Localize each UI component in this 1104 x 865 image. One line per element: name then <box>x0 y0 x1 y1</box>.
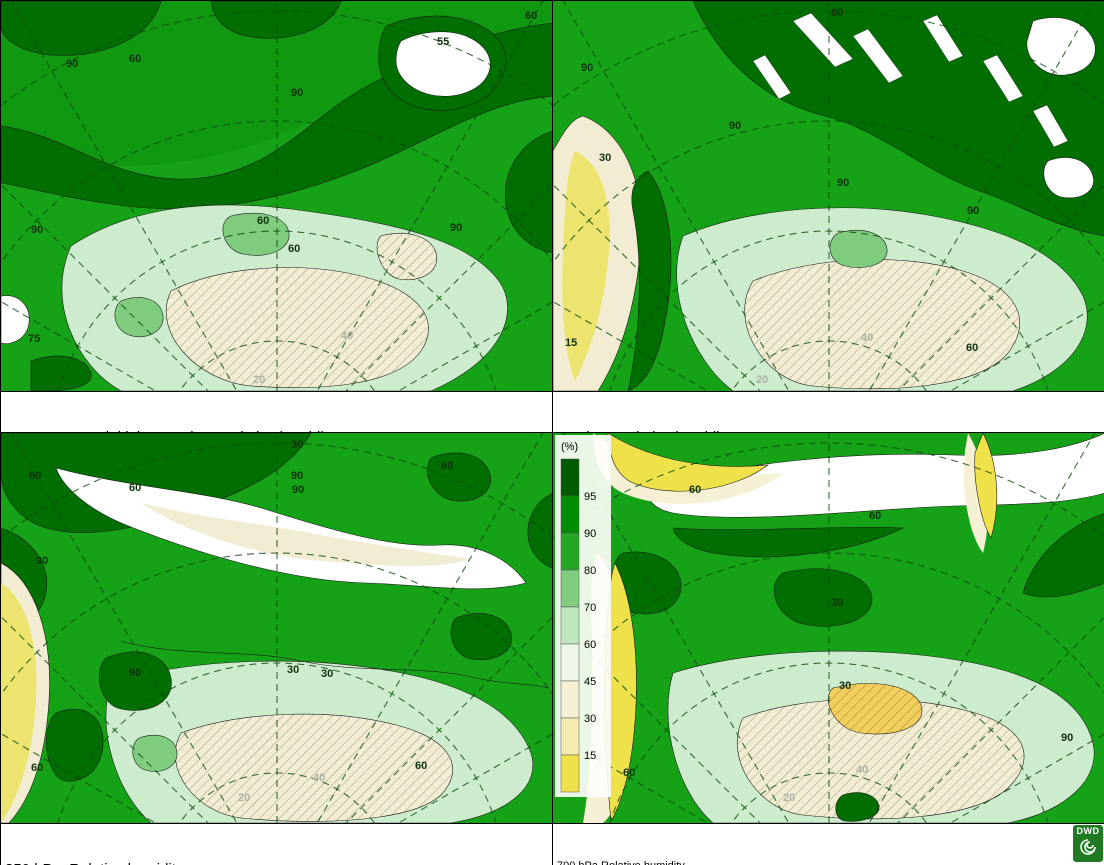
contour-label: 30 <box>839 680 851 692</box>
panel-700hpa: 60 60 30 30 90 40 20 60 (%) 95 90 80 70 60 45 30 15 70… <box>553 433 1104 865</box>
contour-label: 20 <box>756 374 768 386</box>
contour-label: 60 <box>525 10 537 22</box>
map-700hpa: 60 60 30 30 90 40 20 60 (%) 95 90 80 70 60 45 30 15 <box>553 433 1104 823</box>
legend-swatch <box>560 606 580 645</box>
legend-swatch <box>560 458 580 497</box>
caption-700hpa: 700 hPa Relative humidity VT: 00 UTC Sat… <box>553 823 1104 865</box>
dwd-logo: DWD <box>1073 825 1103 862</box>
legend-tick-label: 60 <box>584 639 596 651</box>
legend-swatch <box>560 569 580 608</box>
contour-label: 90 <box>581 62 593 74</box>
contour-label: 90 <box>1061 732 1073 744</box>
contour-label: 60 <box>31 762 43 774</box>
contour-label: 90 <box>729 120 741 132</box>
contour-label: 60 <box>623 767 635 779</box>
legend-tick-label: 15 <box>584 750 596 762</box>
contour-label: 30 <box>321 668 333 680</box>
caption-925hpa: 925 hPa Relative humidity VT: 00 UTC Sat… <box>553 391 1104 432</box>
contour-label: 90 <box>292 484 304 496</box>
legend-tick-label: 95 <box>584 491 596 503</box>
contour-label: 15 <box>565 337 577 349</box>
legend-unit: (%) <box>561 441 578 453</box>
contour-label: 55 <box>437 36 449 48</box>
contour-label: 90 <box>967 205 979 217</box>
panel-title: 925 hPa Relative humidity <box>553 428 1104 432</box>
contour-label: 90 <box>450 222 462 234</box>
legend-tick-label: 70 <box>584 602 596 614</box>
contour-label: 30 <box>291 439 303 451</box>
contour-label: 75 <box>28 333 40 345</box>
contour-label: 90 <box>291 470 303 482</box>
contour-label: 30 <box>287 664 299 676</box>
contour-label: 60 <box>29 470 41 482</box>
contour-label: 90 <box>36 555 48 567</box>
map-1000hpa: 90 60 90 55 60 90 75 60 60 90 40 20 <box>1 1 552 391</box>
contour-label: 90 <box>66 58 78 70</box>
contour-label: 90 <box>31 224 43 236</box>
legend-tick-label: 30 <box>584 713 596 725</box>
panel-925hpa: 60 90 90 90 90 30 15 40 60 20 925 hPa Relative hu… <box>553 1 1104 433</box>
panel-1000hpa: 90 60 90 55 60 90 75 60 60 90 40 20 WV13~EASI1_|_kl… <box>1 1 553 433</box>
contour-label: 60 <box>869 510 881 522</box>
legend-swatch <box>560 717 580 756</box>
panel-850hpa: 30 60 60 90 90 60 90 90 30 30 60 40 60 20 850 hPa Rel… <box>1 433 553 865</box>
caption-1000hpa: WV13~EASI1_|_klein 1000 hPa Relative hum… <box>1 391 552 432</box>
contour-label: 60 <box>441 460 453 472</box>
map-925hpa: 60 90 90 90 90 30 15 40 60 20 <box>553 1 1104 391</box>
contour-label: 40 <box>861 332 873 344</box>
caption-850hpa: 850 hPa Relative humidity VT: 00 UTC Sat… <box>1 823 552 865</box>
contour-label: 60 <box>257 215 269 227</box>
legend-swatch <box>560 754 580 793</box>
contour-label: 40 <box>313 772 325 784</box>
legend-tick-label: 45 <box>584 676 596 688</box>
panel-title: WV13~EASI1_|_klein 1000 hPa Relative hum… <box>1 428 552 432</box>
contour-label: 20 <box>253 374 265 386</box>
contour-label: 40 <box>856 764 868 776</box>
map-850hpa: 30 60 60 90 90 60 90 90 30 30 60 40 60 20 <box>1 433 552 823</box>
contour-label: 60 <box>966 342 978 354</box>
legend-swatch <box>560 532 580 571</box>
legend-tick-label: 80 <box>584 565 596 577</box>
contour-label: 90 <box>129 667 141 679</box>
contour-label: 60 <box>129 482 141 494</box>
contour-label: 60 <box>689 484 701 496</box>
contour-label: 30 <box>831 597 843 609</box>
contour-label: 40 <box>341 330 353 342</box>
contour-label: 60 <box>288 243 300 255</box>
panel-title: 850 hPa Relative humidity <box>1 860 552 865</box>
contour-label: 90 <box>291 87 303 99</box>
color-legend: (%) 95 90 80 70 60 45 30 15 <box>555 435 611 797</box>
contour-label: 30 <box>599 152 611 164</box>
panel-title: 700 hPa Relative humidity <box>553 860 1104 865</box>
legend-swatch <box>560 643 580 682</box>
contour-label: 90 <box>837 177 849 189</box>
dwd-spiral-icon <box>1080 839 1096 855</box>
contour-label: 60 <box>129 53 141 65</box>
dwd-logo-text: DWD <box>1076 826 1100 836</box>
legend-swatch <box>560 680 580 719</box>
legend-tick-label: 90 <box>584 528 596 540</box>
contour-label: 60 <box>415 760 427 772</box>
contour-label: 20 <box>238 792 250 804</box>
contour-label: 20 <box>783 792 795 804</box>
contour-label: 60 <box>831 7 843 19</box>
legend-swatch <box>560 495 580 534</box>
